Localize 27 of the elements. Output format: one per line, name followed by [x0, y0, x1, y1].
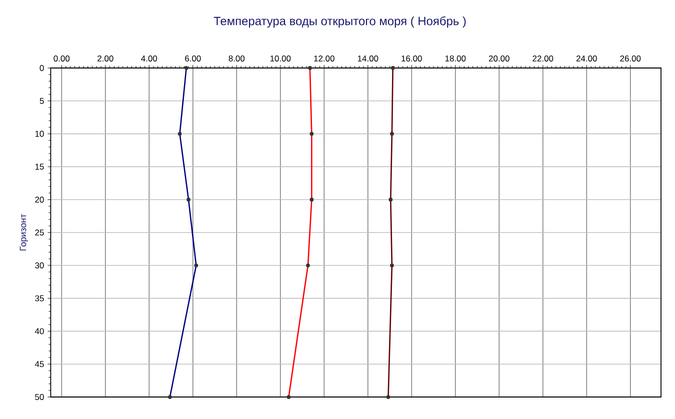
x-tick-label: 4.00	[141, 55, 158, 62]
y-tick-label: 45	[34, 361, 44, 368]
y-tick-label: 0	[40, 65, 44, 71]
y-tick-label: 5	[40, 98, 44, 104]
x-tick-label: 0.00	[54, 55, 70, 62]
chart-title: Температура воды открытого моря ( Ноябрь )	[214, 16, 466, 28]
y-tick-label: 15	[35, 164, 44, 170]
y-tick-label: 40	[34, 328, 44, 334]
y-tick-label: 50	[35, 394, 44, 400]
y-tick-label: 10	[35, 130, 44, 137]
x-tick-label: 24.00	[576, 55, 597, 62]
y-tick-label: 35	[35, 295, 44, 302]
x-tick-label: 26.00	[620, 55, 641, 62]
x-tick-label: 2.00	[98, 55, 114, 62]
x-tick-label: 10.00	[270, 55, 291, 62]
y-tick-label: 25	[35, 230, 44, 236]
x-tick-label: 14.00	[358, 55, 378, 62]
x-tick-label: 18.00	[445, 55, 466, 62]
x-tick-label: 8.00	[228, 55, 245, 62]
x-tick-label: 22.00	[532, 55, 554, 62]
x-tick-label: 16.00	[402, 55, 422, 62]
y-axis-title: Горизонт	[20, 214, 28, 250]
y-tick-label: 20	[35, 196, 44, 203]
y-tick-label: 30	[35, 262, 44, 268]
x-tick-label: 20.00	[488, 55, 510, 62]
x-tick-label: 6.00	[185, 55, 201, 62]
x-tick-label: 12.00	[314, 55, 334, 62]
